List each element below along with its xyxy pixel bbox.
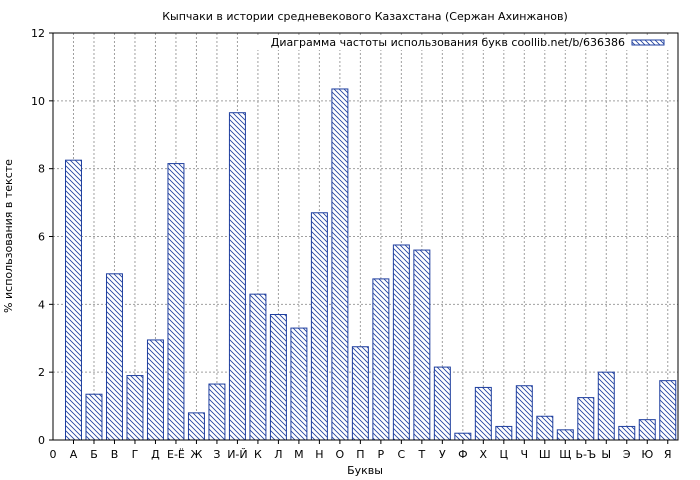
bar-Г xyxy=(126,375,144,441)
bar-Е-Ё xyxy=(167,163,185,441)
x-tick-label: Я xyxy=(664,448,672,461)
x-tick-label: Ш xyxy=(539,448,551,461)
x-tick-label: Л xyxy=(274,448,282,461)
bar-Н xyxy=(310,212,328,441)
x-tick-label: А xyxy=(70,448,78,461)
bar-И-Й xyxy=(228,112,246,441)
x-tick-label: Г xyxy=(132,448,139,461)
x-tick-label: Ц xyxy=(500,448,509,461)
x-tick-label: И-Й xyxy=(227,448,247,461)
x-tick-label: Р xyxy=(378,448,385,461)
bar-О xyxy=(331,88,349,441)
y-tick-label: 8 xyxy=(38,163,45,176)
x-tick-label: Ь-Ъ xyxy=(575,448,596,461)
bar-А xyxy=(65,159,82,441)
grid xyxy=(53,33,678,440)
x-tick-label: Ю xyxy=(641,448,653,461)
bar-Х xyxy=(474,386,492,441)
y-tick-label: 4 xyxy=(38,298,45,311)
x-tick-label: О xyxy=(336,448,345,461)
bar-У xyxy=(433,366,451,441)
x-tick-label: Е-Ё xyxy=(167,448,185,461)
y-axis-ticks: 0 2 4 6 8 10 12 xyxy=(31,27,53,447)
bar-Ф xyxy=(454,432,472,441)
x-tick-label: Э xyxy=(623,448,631,461)
x-tick-label: Д xyxy=(151,448,160,461)
legend-label: Диаграмма частоты использования букв coo… xyxy=(271,36,625,49)
x-axis-label: Буквы xyxy=(347,464,383,477)
y-tick-label: 2 xyxy=(38,366,45,379)
bar-Я xyxy=(659,380,677,441)
x-tick-label: Ф xyxy=(458,448,467,461)
bar-Э xyxy=(618,425,636,441)
bar-Ы xyxy=(597,371,615,441)
bar-Ц xyxy=(495,425,513,441)
legend-swatch xyxy=(631,39,665,46)
x-tick-label: Х xyxy=(480,448,488,461)
bar-М xyxy=(290,327,308,441)
bar-Щ xyxy=(556,429,574,441)
x-tick-label: П xyxy=(356,448,364,461)
x-tick-label: К xyxy=(254,448,262,461)
legend: Диаграмма частоты использования букв coo… xyxy=(240,35,676,50)
bar-Ь-Ъ xyxy=(577,397,595,441)
y-tick-label: 10 xyxy=(31,95,45,108)
x-tick-label: М xyxy=(294,448,304,461)
bar-Т xyxy=(413,249,431,441)
x-tick-label: В xyxy=(111,448,119,461)
bar-К xyxy=(249,293,267,441)
bar-П xyxy=(351,346,369,441)
legend-background xyxy=(240,35,676,50)
bar-Ш xyxy=(536,415,554,441)
x-tick-label: С xyxy=(398,448,406,461)
x-tick-label: Ж xyxy=(191,448,203,461)
bar-Б xyxy=(85,393,103,441)
bar-Д xyxy=(146,339,164,441)
x-axis-ticks: 0 А Б В Г Д Е-Ё Ж З И-Й К Л М Н О П Р С Т У Ф Х Ц Ч Ш Щ Ь-Ъ Ы Э Ю Я xyxy=(50,440,672,461)
y-tick-label: 0 xyxy=(38,434,45,447)
bar-Ю xyxy=(638,419,656,441)
x-tick-label: У xyxy=(439,448,446,461)
y-tick-label: 12 xyxy=(31,27,45,40)
bar-Л xyxy=(269,314,287,441)
chart-title: Кыпчаки в истории средневекового Казахст… xyxy=(162,10,568,23)
x-tick-label: Б xyxy=(90,448,98,461)
bar-Ж xyxy=(187,412,205,441)
y-tick-label: 6 xyxy=(38,231,45,244)
x-origin-label: 0 xyxy=(50,448,57,461)
x-tick-label: З xyxy=(213,448,220,461)
x-tick-label: Ч xyxy=(521,448,529,461)
x-tick-label: Щ xyxy=(559,448,571,461)
bar-Ч xyxy=(515,385,533,441)
bar-В xyxy=(105,273,123,441)
bar-Р xyxy=(372,278,390,441)
bars xyxy=(65,88,677,441)
x-tick-label: Н xyxy=(315,448,323,461)
bar-С xyxy=(392,244,410,441)
bar-З xyxy=(208,383,226,441)
x-tick-label: Ы xyxy=(601,448,611,461)
y-axis-label: % использования в тексте xyxy=(2,159,15,313)
x-tick-label: Т xyxy=(417,448,425,461)
